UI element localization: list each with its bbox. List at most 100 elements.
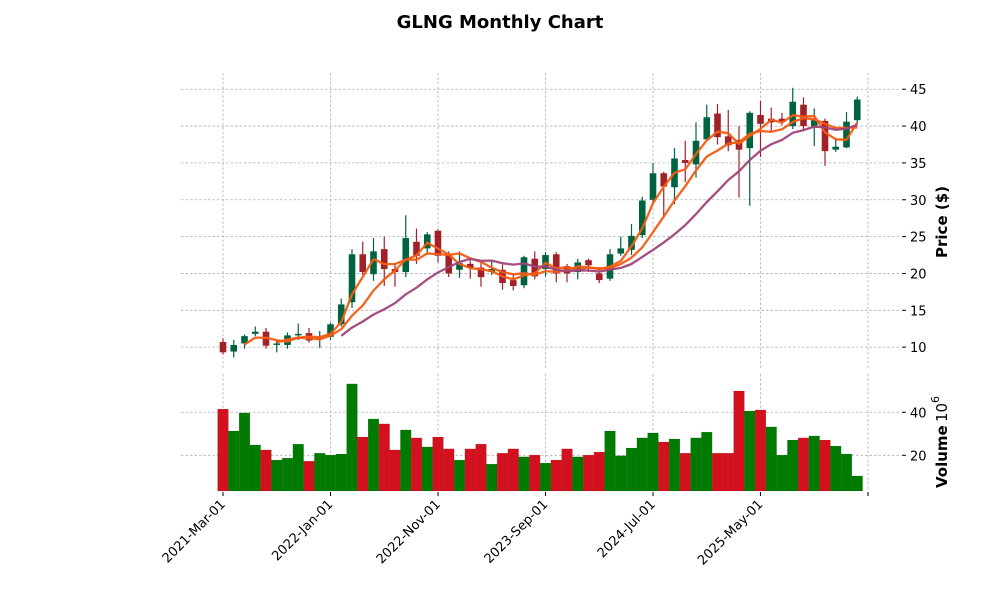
volume-bar [690,437,702,492]
volume-bar [496,452,509,492]
volume-bar [249,444,261,492]
volume-bar [507,448,519,492]
candle-body-up [810,120,818,128]
volume-bar [561,448,573,492]
x-tick-label: 2023-Sep-01 [482,497,552,567]
price-tick-label: 35 [910,157,927,172]
price-tick-label: 10 [910,341,927,356]
candle-body-down [413,241,420,256]
volume-bar [443,448,455,492]
volume-bar [615,455,627,492]
volume-bar [668,438,681,492]
volume-bar [593,451,605,492]
candle-body-up [327,324,334,337]
volume-bar [238,412,251,492]
volume-bar [453,459,466,492]
volume-tick-label: 40 [910,406,927,421]
volume-bar [819,439,831,492]
candle-body-up [638,200,646,236]
volume-bar [830,445,842,492]
volume-bar [744,410,756,492]
candle-body-up [832,146,840,150]
volume-bar [711,452,724,492]
volume-bar [260,449,272,492]
candle-body-up [273,343,281,345]
axes: 10 15 20 25 30 35 40 45 20 40 2021-Mar-01 2022-Jan-… [160,83,927,568]
candle-body-up [348,254,356,303]
volume-bar [808,435,820,492]
candle-body-down [509,280,517,286]
candle-body-down [552,254,560,274]
candle-body-up [294,333,302,336]
volume-bar [733,390,745,492]
candles [219,87,861,358]
candle-body-down [821,120,829,152]
candle-body-up [789,101,797,127]
volume-bar [636,437,648,492]
candle-body-up [746,112,754,149]
volume-bar [658,441,670,492]
candle-body-down [724,136,732,146]
candle-body-up [703,117,711,140]
x-tick-label: 2022-Nov-01 [374,497,444,567]
candle-body-up [628,235,635,250]
candle-body-up [649,173,657,200]
volume-bar [271,459,283,492]
volume-bar [314,452,326,492]
volume-label-text: Volume [933,425,951,488]
candle-body-up [241,336,248,344]
price-tick-label: 25 [910,231,927,246]
candle-body-down [359,254,367,272]
volume-bar [432,436,444,492]
x-tick-label: 2021-Mar-01 [160,497,229,566]
volume-bar [572,456,584,492]
volume-bar [797,437,810,492]
price-axis-label: Price ($) [933,186,951,258]
volume-bar [787,439,799,492]
volume-bar [228,430,240,492]
volume-bar [701,431,713,492]
volume-bar [217,408,229,492]
volume-bar [378,423,390,492]
candle-body-up [853,99,861,121]
volume-bar [550,459,562,492]
x-tick-label: 2022-Jan-01 [269,497,336,564]
volume-bar [529,454,541,492]
volume-bar [367,418,380,492]
chart-title: GLNG Monthly Chart [397,12,604,33]
volume-exponent: 6 [929,396,942,403]
candle-body-up [402,238,410,272]
volume-bar [765,426,777,492]
candle-body-down [445,254,453,274]
volume-bar [518,456,530,492]
volume-bar [604,430,616,492]
volume-bar [357,436,369,492]
moving-average-12-line [340,123,858,337]
moving-averages [243,114,859,346]
candle-body-up [337,304,345,325]
volume-bar [292,443,304,492]
candle-body-down [585,260,592,266]
volume-bar [754,409,767,492]
volume-bar [679,452,691,492]
candle-body-down [714,113,721,138]
volume-bars [217,383,863,492]
x-tick-label: 2024-Jul-01 [595,497,659,561]
candle-body-down [757,115,764,124]
candle-body-down [681,159,689,163]
x-tick-label: 2025-May-01 [695,497,766,568]
price-tick-label: 20 [910,267,927,282]
volume-bar [539,462,552,492]
volume-bar [582,454,595,492]
volume-bar [410,437,423,492]
volume-bar [303,460,315,492]
volume-bar [346,383,358,492]
moving-average-6-line [276,116,858,344]
volume-bar [464,448,476,492]
candle-body-down [595,273,603,281]
volume-bar [851,475,863,492]
volume-bar [281,457,294,492]
volume-bar [324,454,337,492]
volume-exponent-base: 10 [933,403,951,422]
